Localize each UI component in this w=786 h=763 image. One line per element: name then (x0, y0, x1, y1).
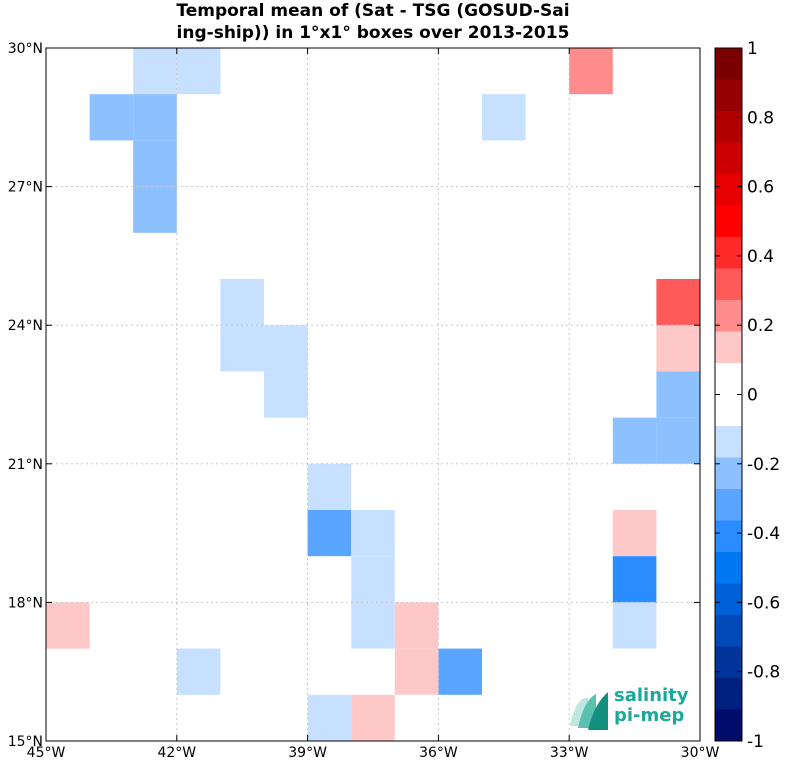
colorbar-label: 0.8 (747, 108, 774, 128)
chart-title-line-2: ing-ship)) in 1°x1° boxes over 2013-2015 (176, 23, 570, 43)
y-tick-label: 27°N (8, 180, 43, 196)
heatmap-cell (351, 602, 395, 649)
heatmap-cell (656, 417, 700, 464)
colorbar-segment (715, 583, 742, 616)
heatmap-cell (351, 556, 395, 603)
heatmap-cell (612, 417, 657, 464)
x-tick-label: 42°W (157, 745, 196, 761)
colorbar-segment (715, 520, 742, 553)
y-tick-label: 18°N (8, 595, 43, 611)
heatmap-cell (176, 48, 221, 95)
colorbar-segment (715, 79, 742, 112)
colorbar-label: 0.2 (747, 316, 774, 336)
colorbar-segment (715, 426, 742, 458)
colorbar-label: 0 (747, 386, 758, 406)
heatmap-cell (612, 510, 657, 557)
heatmap-cell (394, 648, 439, 695)
colorbar-segment (715, 394, 742, 427)
heatmap-cell (656, 371, 700, 418)
heatmap-cell (612, 602, 657, 649)
colorbar-segment (715, 268, 742, 301)
heatmap-cell (176, 648, 221, 695)
y-tick-label: 21°N (8, 457, 43, 473)
heatmap-cell (656, 325, 700, 372)
colorbar-segment (715, 331, 742, 364)
colorbar-segment (715, 363, 742, 395)
heatmap-cell (133, 186, 177, 233)
plot-frame (45, 47, 701, 742)
y-tick-label: 15°N (8, 734, 43, 750)
heatmap-cell (351, 510, 395, 557)
colorbar-segment (715, 237, 742, 269)
heatmap-cell (569, 48, 613, 95)
colorbar-segment (715, 205, 742, 238)
colorbar-segment (715, 111, 742, 143)
heatmap-cell (307, 463, 352, 510)
colorbar-label: -0.4 (747, 524, 780, 544)
heatmap-cell (220, 279, 264, 326)
colorbar-segment (715, 174, 742, 206)
y-tick-label: 24°N (8, 318, 43, 334)
heatmap-cell (656, 279, 700, 326)
heatmap-cell (351, 694, 395, 741)
grid-lines (46, 48, 700, 741)
colorbar-label: 0.6 (747, 178, 774, 198)
logo-wave-icon (570, 692, 608, 730)
heatmap-cell (307, 510, 352, 557)
y-tick-label: 30°N (8, 41, 43, 57)
heatmap-cells (46, 48, 700, 741)
x-tick-label: 30°W (681, 745, 720, 761)
colorbar-label: -0.2 (747, 455, 780, 475)
colorbar-segment (715, 457, 742, 490)
heatmap-cell (220, 325, 264, 372)
heatmap-cell (264, 325, 308, 372)
colorbar-segment (715, 709, 742, 742)
heatmap-cell (307, 694, 352, 741)
colorbar-segment (715, 552, 742, 584)
colorbar-segment (715, 489, 742, 521)
logo-line-2: pi-mep (614, 705, 685, 726)
colorbar-segment (715, 142, 742, 175)
heatmap-cell (612, 556, 657, 603)
x-tick-label: 45°W (27, 745, 66, 761)
chart-title-line-1: Temporal mean of (Sat - TSG (GOSUD-Sai (176, 1, 570, 21)
colorbar-label: -0.6 (747, 593, 780, 613)
x-tick-label: 39°W (288, 745, 327, 761)
heatmap-cell (46, 602, 90, 649)
x-tick-label: 36°W (419, 745, 458, 761)
logo-line-1: salinity (614, 685, 689, 706)
heatmap-cell (438, 648, 482, 695)
colorbar-label: -0.8 (747, 663, 780, 683)
colorbar-segment (715, 646, 742, 679)
colorbar-segment (715, 300, 742, 332)
colorbar-label: -1 (747, 732, 764, 752)
chart-title: Temporal mean of (Sat - TSG (GOSUD-Sai i… (46, 0, 700, 44)
colorbar-segment (715, 678, 742, 710)
heatmap-cell (133, 94, 177, 141)
colorbar-segment (715, 48, 742, 80)
heatmap-cell (133, 140, 177, 187)
colorbar: 1 0.8 0.6 0.4 0.2 0 -0.2 -0.4 -0.6 -0.8 -1 (714, 39, 780, 752)
heatmap-cell (264, 371, 308, 418)
colorbar-segment (715, 615, 742, 647)
colorbar-label: 1 (747, 39, 758, 59)
heatmap-cell (89, 94, 134, 141)
salinity-pi-mep-logo: salinity pi-mep (566, 682, 696, 732)
heatmap-cell (394, 602, 439, 649)
x-tick-label: 33°W (550, 745, 589, 761)
colorbar-label: 0.4 (747, 247, 774, 267)
heatmap-cell (133, 48, 177, 95)
heatmap-cell (482, 94, 526, 141)
